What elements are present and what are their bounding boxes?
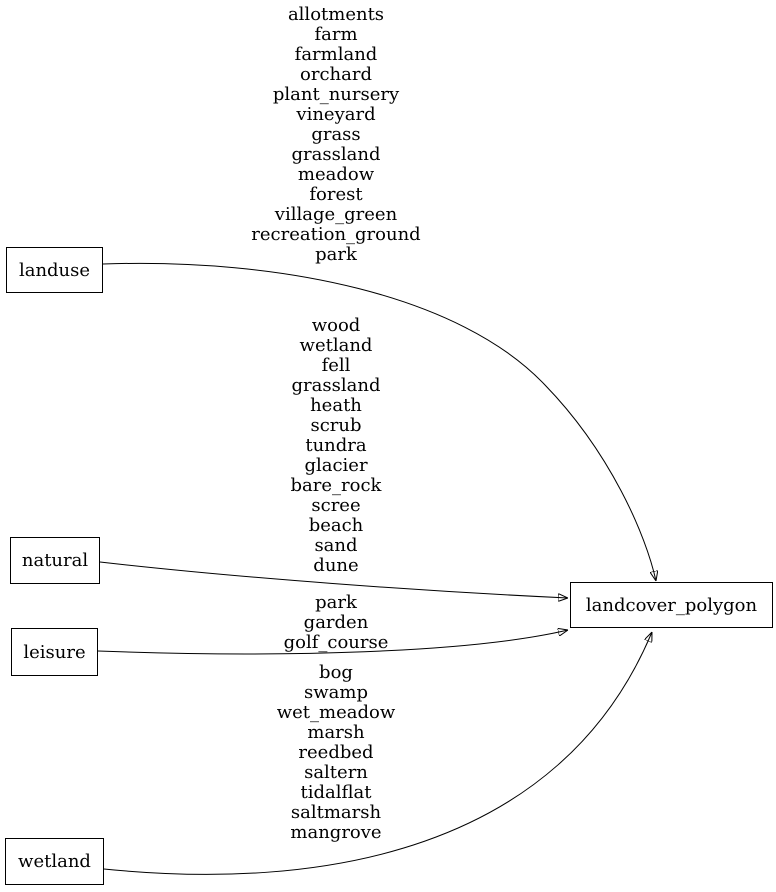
edge-landuse-to-landcover_polygon [102, 262, 656, 581]
edge-label-line: sand [314, 535, 358, 556]
edge-label-line: scree [311, 495, 361, 516]
node-landcover_polygon: landcover_polygon [570, 582, 773, 628]
edge-label-line: garden [303, 612, 369, 633]
edge-label-line: fell [321, 355, 351, 376]
edge-labels-wetland: bog swamp wet_meadow marsh reedbed saltern tid… [277, 663, 396, 843]
node-landuse: landuse [6, 247, 103, 293]
edge-natural-to-landcover_polygon [99, 561, 568, 598]
edge-label-line: grassland [291, 144, 381, 165]
edge-label-line: vineyard [296, 104, 376, 125]
edge-label-line: farmland [294, 44, 378, 65]
edge-label-line: wet_meadow [276, 702, 396, 723]
edge-label-line: glacier [304, 455, 368, 476]
edge-label-line: mangrove [290, 822, 382, 843]
edge-label-line: heath [310, 395, 362, 416]
edge-label-line: saltern [304, 762, 368, 783]
node-landcover_polygon-label: landcover_polygon [585, 594, 758, 616]
edge-label-line: bog [319, 662, 353, 683]
edge-labels-natural: wood wetland fell grassland heath scrub tundra… [291, 316, 382, 576]
node-wetland: wetland [5, 838, 104, 885]
edge-label-line: tundra [305, 435, 367, 456]
edge-label-line: farm [314, 24, 358, 45]
edge-label-line: allotments [287, 4, 385, 25]
edge-leisure-to-landcover_polygon [97, 630, 568, 655]
edge-label-line: reedbed [298, 742, 374, 763]
edge-label-line: grassland [291, 375, 381, 396]
edge-label-line: beach [308, 515, 364, 536]
node-leisure-label: leisure [23, 641, 86, 663]
edge-label-line: saltmarsh [290, 802, 382, 823]
edge-label-line: golf_course [283, 632, 389, 653]
node-natural: natural [10, 537, 100, 584]
edge-label-line: plant_nursery [272, 84, 400, 105]
node-leisure: leisure [11, 628, 98, 676]
edge-label-line: grass [311, 124, 361, 145]
edge-label-line: recreation_ground [251, 224, 421, 245]
edge-wetland-to-landcover_polygon [103, 632, 652, 875]
edge-label-line: forest [309, 184, 363, 205]
edge-label-line: dune [313, 555, 359, 576]
edge-label-line: orchard [300, 64, 372, 85]
edge-label-line: swamp [304, 682, 368, 703]
edge-labels-landuse: allotments farm farmland orchard plant_nurse… [251, 5, 420, 265]
edge-label-line: meadow [297, 164, 375, 185]
edge-label-line: bare_rock [290, 475, 382, 496]
edge-label-line: wetland [299, 335, 373, 356]
edge-label-line: tidalflat [300, 782, 372, 803]
edge-label-line: scrub [310, 415, 362, 436]
edge-label-line: wood [311, 315, 361, 336]
edge-labels-leisure: park garden golf_course [284, 593, 389, 653]
edge-label-line: marsh [307, 722, 365, 743]
edge-label-line: park [315, 592, 357, 613]
node-landuse-label: landuse [18, 259, 91, 281]
node-natural-label: natural [21, 550, 89, 571]
node-wetland-label: wetland [18, 851, 91, 872]
edge-label-line: village_green [274, 204, 398, 225]
edge-label-line: park [315, 244, 357, 265]
